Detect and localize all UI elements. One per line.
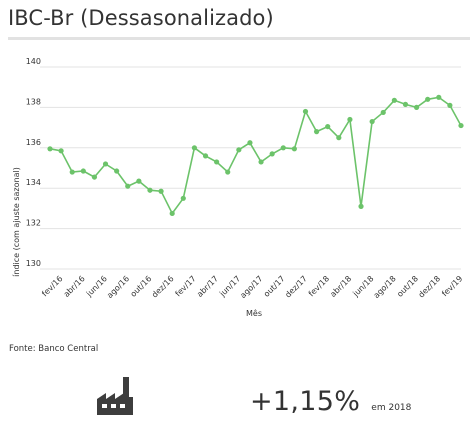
y-tick-label: 138 xyxy=(26,97,41,106)
data-point xyxy=(413,104,420,110)
data-point xyxy=(80,168,86,174)
y-tick-label: 132 xyxy=(26,219,41,228)
x-tick-label: fev/17 xyxy=(174,274,198,298)
data-point xyxy=(247,140,253,146)
data-point xyxy=(402,101,409,107)
x-tick-label: ago/16 xyxy=(105,274,131,300)
x-tick-label: abr/16 xyxy=(62,274,87,299)
data-point xyxy=(158,188,164,194)
growth-period: em 2018 xyxy=(371,403,412,413)
data-point xyxy=(336,135,342,141)
title-divider xyxy=(8,37,470,40)
data-point xyxy=(302,108,309,115)
series-points xyxy=(47,94,464,217)
series-line xyxy=(49,96,462,215)
data-point xyxy=(369,118,375,125)
x-tick-label: abr/18 xyxy=(328,274,353,299)
x-tick-label: jun/18 xyxy=(351,274,376,299)
y-tick-label: 134 xyxy=(26,178,41,187)
data-point xyxy=(291,146,297,152)
data-point xyxy=(391,97,397,103)
data-point xyxy=(436,94,442,100)
data-point xyxy=(69,169,75,175)
data-point xyxy=(380,109,386,116)
data-point xyxy=(202,153,209,159)
y-axis-ticks: 130 132 134 136 138 140 xyxy=(26,57,41,268)
data-point xyxy=(225,169,231,175)
data-point xyxy=(425,96,431,102)
data-point xyxy=(458,122,464,129)
x-tick-label: abr/17 xyxy=(195,274,220,299)
source-note: Fonte: Banco Central xyxy=(9,344,99,354)
data-point xyxy=(125,183,131,189)
data-point xyxy=(447,102,453,108)
x-tick-label: jun/17 xyxy=(217,274,242,299)
data-point xyxy=(214,159,220,165)
x-tick-label: ago/18 xyxy=(372,274,398,300)
data-point xyxy=(114,168,120,174)
x-tick-label: out/17 xyxy=(262,274,287,299)
data-point xyxy=(180,195,186,201)
factory-icon xyxy=(95,375,135,421)
data-point xyxy=(258,159,264,165)
data-point xyxy=(47,146,53,152)
data-point xyxy=(169,210,175,217)
chart-grid xyxy=(40,66,461,270)
x-tick-label: dez/18 xyxy=(417,274,443,300)
data-point xyxy=(325,123,331,130)
data-point xyxy=(91,174,98,180)
x-axis-label: Mês xyxy=(246,308,262,318)
x-tick-label: ago/17 xyxy=(238,274,264,300)
x-tick-label: fev/19 xyxy=(440,274,464,298)
x-tick-label: dez/17 xyxy=(283,274,309,300)
data-point xyxy=(136,178,142,184)
data-point xyxy=(102,161,109,167)
x-tick-label: dez/16 xyxy=(150,274,176,300)
x-tick-label: out/16 xyxy=(129,274,154,299)
data-point xyxy=(280,145,286,151)
y-tick-label: 130 xyxy=(26,259,41,268)
growth-stat: +1,15% em 2018 xyxy=(250,386,411,417)
y-tick-label: 140 xyxy=(26,57,41,66)
data-point xyxy=(191,145,198,151)
y-tick-label: 136 xyxy=(26,138,41,147)
data-point xyxy=(58,148,64,154)
data-point xyxy=(313,129,320,135)
x-tick-label: jun/16 xyxy=(84,274,109,299)
data-point xyxy=(147,187,153,193)
data-point xyxy=(347,116,353,123)
x-tick-label: fev/18 xyxy=(307,274,331,298)
x-axis-ticks: fev/16abr/16jun/16ago/16out/16dez/16fev/… xyxy=(40,274,464,300)
data-point xyxy=(236,147,242,153)
x-tick-label: out/18 xyxy=(395,274,420,299)
data-point xyxy=(358,203,364,209)
growth-value: +1,15% xyxy=(250,386,361,417)
y-axis-label: índice (com ajuste sazonal) xyxy=(12,167,21,277)
page-title: IBC-Br (Dessasonalizado) xyxy=(8,6,274,30)
data-point xyxy=(269,151,275,157)
x-tick-label: fev/16 xyxy=(40,274,64,298)
